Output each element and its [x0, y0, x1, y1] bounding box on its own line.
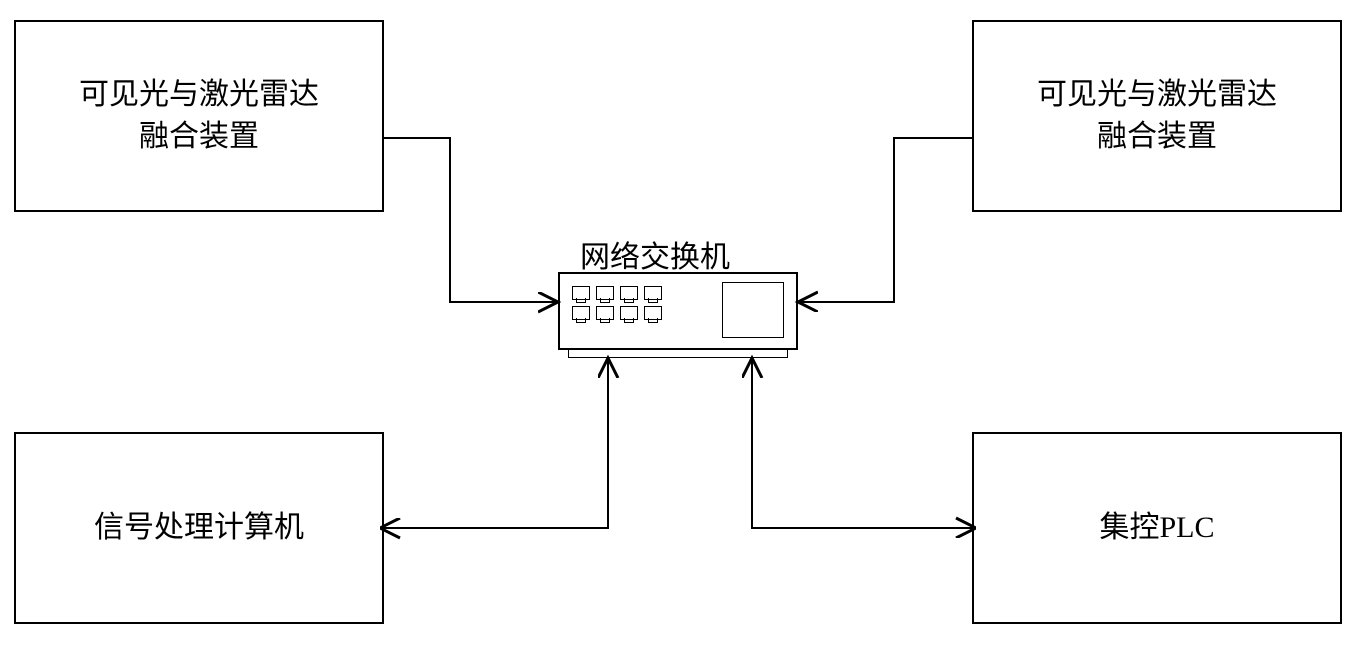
switch-base — [568, 350, 788, 358]
switch-screen — [722, 282, 784, 338]
switch-ports — [572, 286, 662, 320]
node-bottom-left-label: 信号处理计算机 — [94, 507, 304, 549]
port-icon — [572, 306, 590, 320]
edge-top-left — [384, 138, 558, 302]
node-bottom-right-label: 集控PLC — [1099, 507, 1214, 549]
port-icon — [572, 286, 590, 300]
node-top-left: 可见光与激光雷达 融合装置 — [14, 20, 384, 212]
port-icon — [620, 306, 638, 320]
node-top-right: 可见光与激光雷达 融合装置 — [972, 20, 1342, 212]
edge-bottom-left — [384, 358, 608, 528]
edge-top-right — [798, 138, 972, 302]
edge-bottom-right — [752, 358, 972, 528]
port-icon — [620, 286, 638, 300]
node-bottom-right: 集控PLC — [972, 432, 1342, 624]
node-top-left-label: 可见光与激光雷达 融合装置 — [79, 74, 319, 158]
port-icon — [644, 286, 662, 300]
port-icon — [596, 306, 614, 320]
node-top-right-label: 可见光与激光雷达 融合装置 — [1037, 74, 1277, 158]
port-icon — [644, 306, 662, 320]
port-icon — [596, 286, 614, 300]
switch-label: 网络交换机 — [580, 232, 730, 276]
node-bottom-left: 信号处理计算机 — [14, 432, 384, 624]
